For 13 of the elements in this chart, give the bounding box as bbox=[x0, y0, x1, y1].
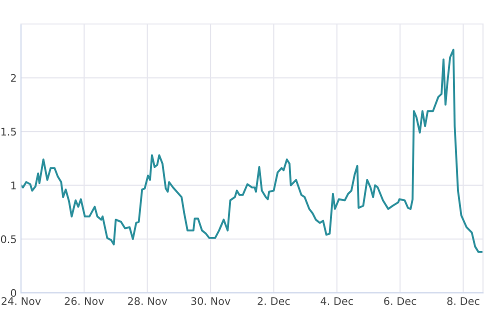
x-tick-label: 8. Dec bbox=[447, 297, 480, 306]
x-tick-label: 30. Nov bbox=[191, 297, 230, 306]
x-tick-label: 4. Dec bbox=[320, 297, 353, 306]
y-tick-label: 0 bbox=[10, 289, 16, 297]
x-tick-label: 26. Nov bbox=[64, 297, 104, 306]
y-tick-label: 0.5 bbox=[0, 235, 16, 244]
y-tick-label: 1 bbox=[11, 182, 16, 190]
y-tick-label: 1.5 bbox=[1, 128, 16, 136]
x-tick-label: 2. Dec bbox=[258, 297, 290, 306]
x-tick-label: 28. Nov bbox=[128, 297, 168, 306]
y-tick-label: 2 bbox=[10, 74, 16, 82]
x-tick-label: 24. Nov bbox=[2, 297, 41, 306]
x-tick-label: 6. Dec bbox=[384, 297, 416, 306]
